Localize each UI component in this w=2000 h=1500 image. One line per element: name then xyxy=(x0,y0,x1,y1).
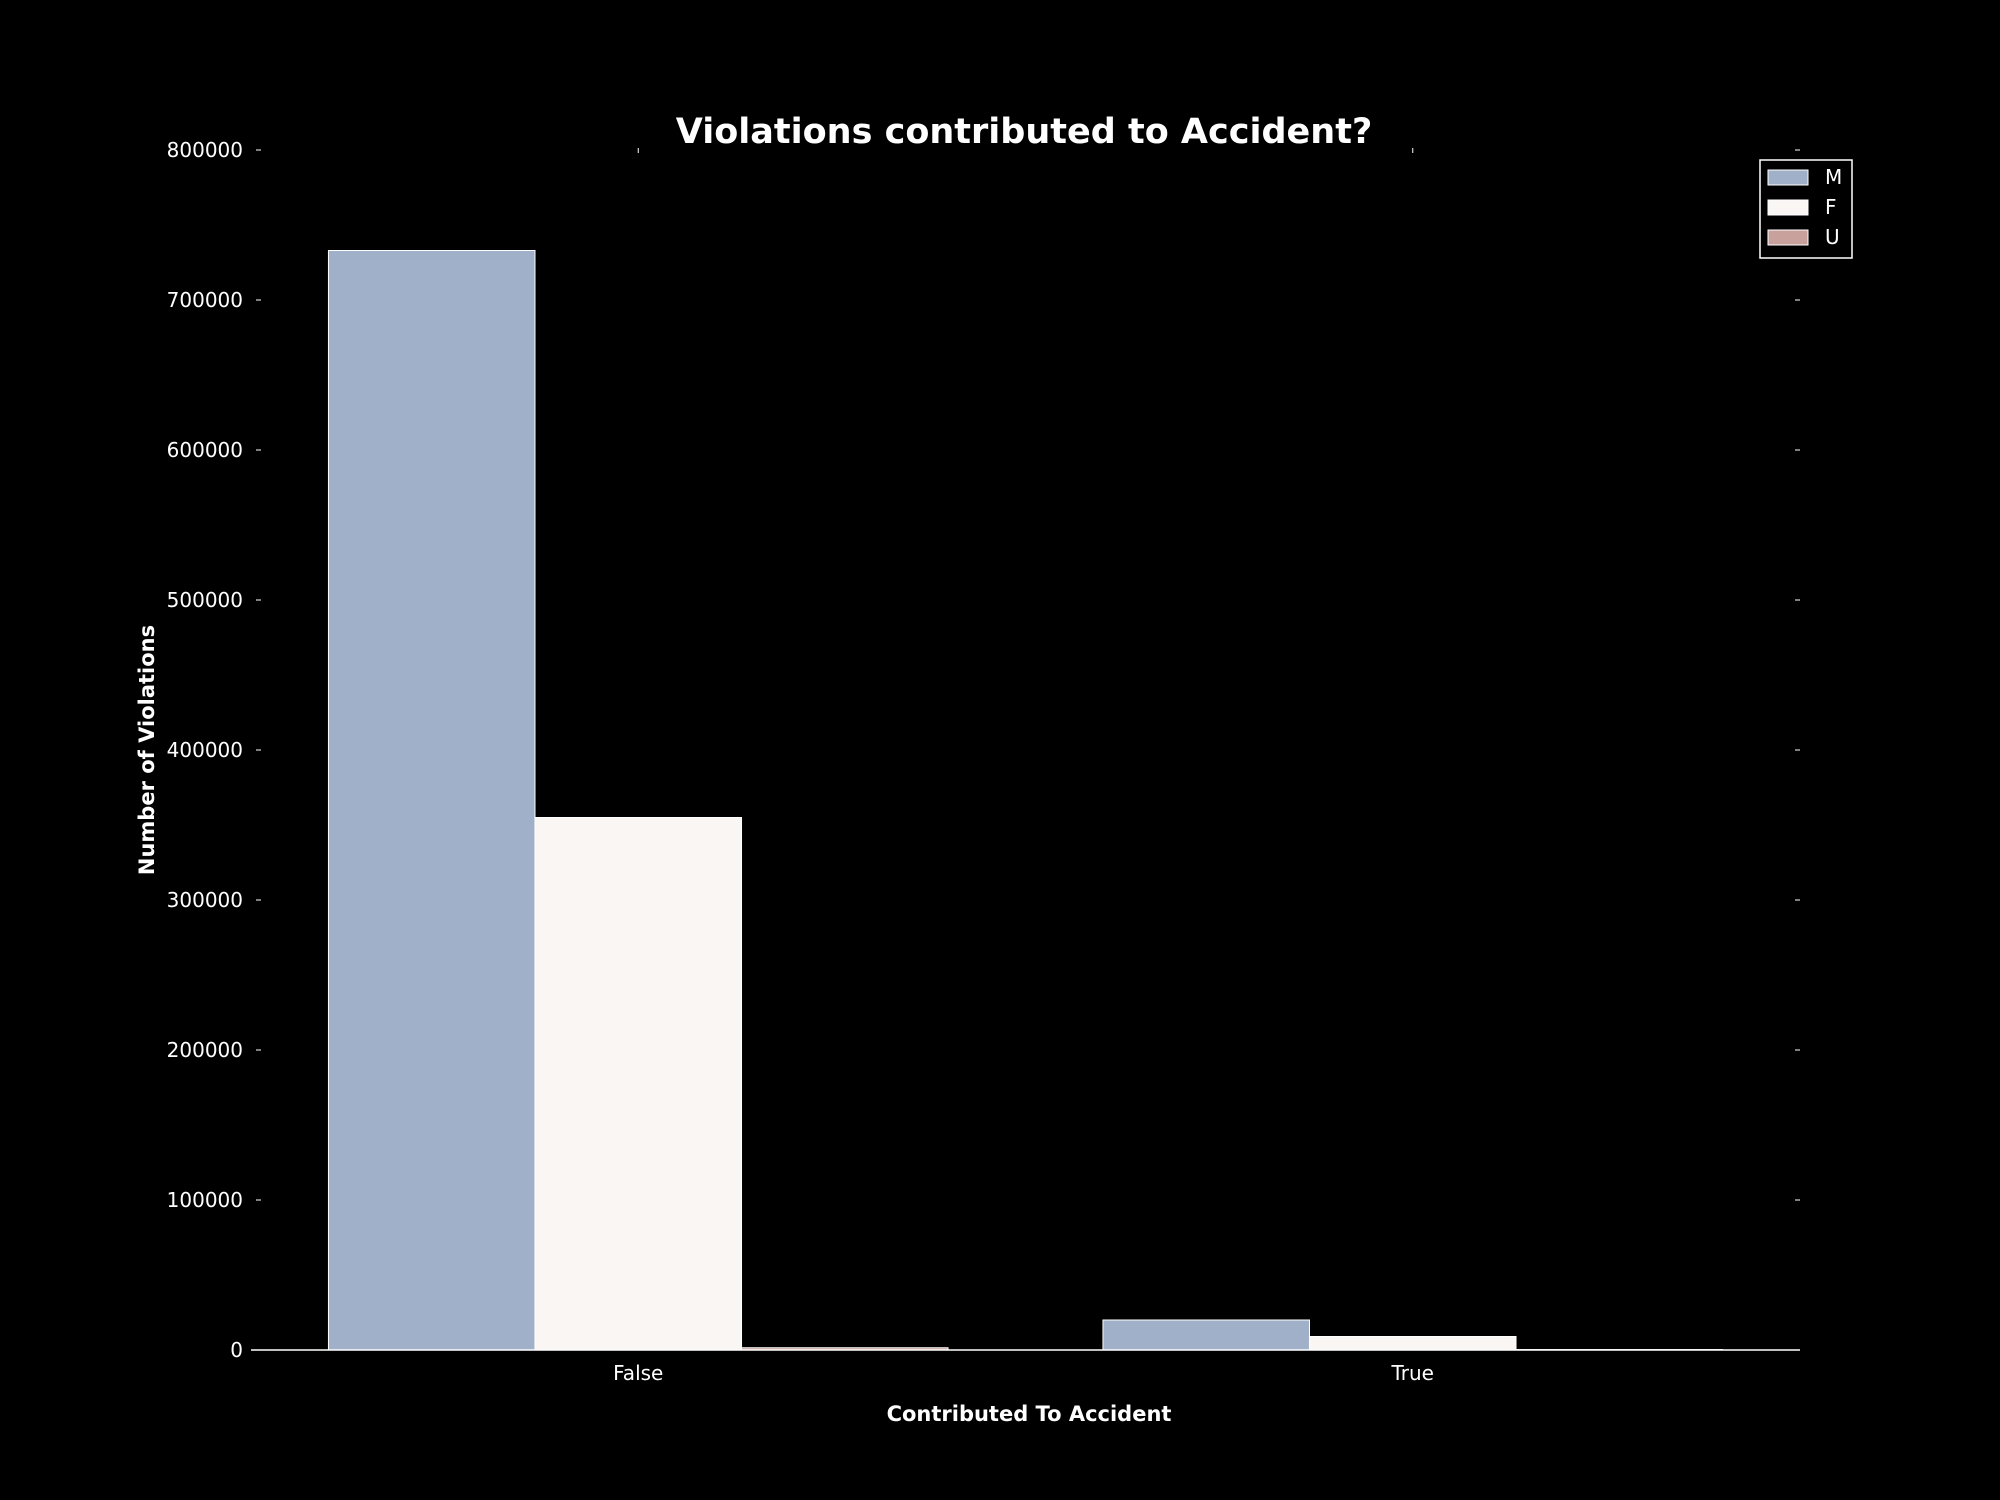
y-tick-label: 300000 xyxy=(167,888,243,912)
y-tick-label: 800000 xyxy=(167,138,243,162)
y-tick-label: 700000 xyxy=(167,288,243,312)
legend-swatch-m xyxy=(1767,169,1809,186)
bar-m-true xyxy=(1102,1319,1310,1351)
x-axis-label: Contributed To Accident xyxy=(887,1402,1172,1426)
x-tick-label: False xyxy=(613,1361,663,1385)
x-tick-label: True xyxy=(1391,1361,1434,1385)
legend-label-f: F xyxy=(1825,195,1837,219)
legend: MFU xyxy=(1759,159,1853,259)
legend-label-m: M xyxy=(1825,165,1842,189)
bar-f-true xyxy=(1308,1336,1517,1351)
y-tick-label: 100000 xyxy=(167,1188,243,1212)
legend-label-u: U xyxy=(1825,225,1840,249)
y-tick-label: 200000 xyxy=(167,1038,243,1062)
bars xyxy=(327,250,1724,1351)
bar-m-false xyxy=(327,250,536,1351)
chart-title: Violations contributed to Accident? xyxy=(676,112,1373,152)
y-tick-label: 0 xyxy=(230,1338,243,1362)
y-tick-label: 500000 xyxy=(167,588,243,612)
axis-ticks: 0 100000 200000 300000 400000 500000 600000 700… xyxy=(167,138,1800,1385)
legend-swatch-u xyxy=(1767,229,1809,246)
y-axis-label: Number of Violations xyxy=(135,625,159,875)
y-tick-label: 400000 xyxy=(167,738,243,762)
legend-swatch-f xyxy=(1767,199,1809,216)
bar-f-false xyxy=(534,817,743,1351)
y-tick-label: 600000 xyxy=(167,438,243,462)
